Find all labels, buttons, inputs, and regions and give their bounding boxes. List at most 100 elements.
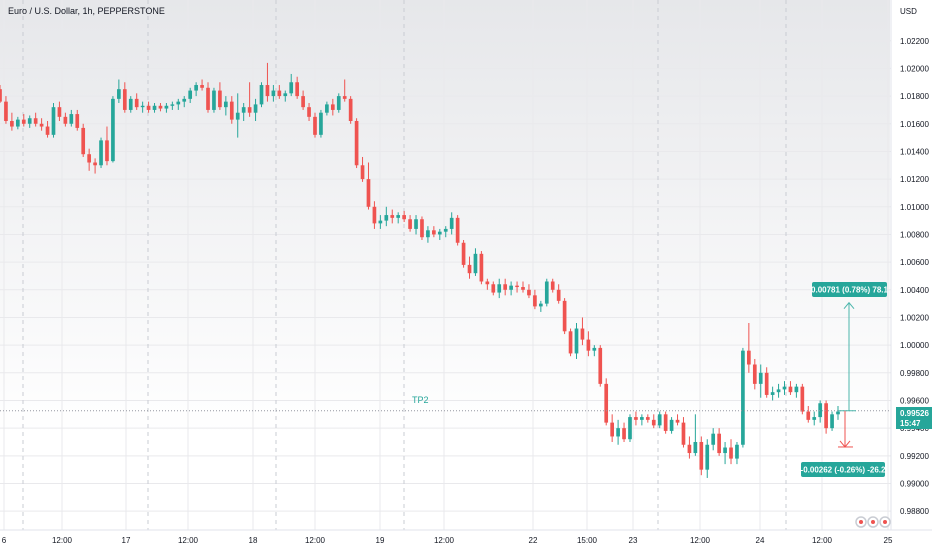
candle-body [105, 140, 109, 162]
candle-body [75, 114, 80, 128]
candle-body [360, 165, 365, 180]
current-price-countdown: 15:47 [900, 419, 921, 428]
candle-body [669, 419, 674, 431]
candle-body [241, 107, 246, 113]
currency-label: USD [900, 7, 917, 16]
candle-body [432, 230, 436, 235]
time-tick-label: 12:00 [812, 536, 833, 545]
candle-body [289, 82, 294, 94]
candle-body [735, 444, 739, 459]
candle-body [800, 386, 805, 412]
candle-body [592, 347, 597, 351]
candle-body [384, 215, 389, 221]
candle-body [533, 295, 537, 307]
candle-body [10, 121, 14, 127]
candle-body [15, 119, 20, 127]
candle-body [437, 231, 442, 235]
price-axis[interactable]: 1.02200 1.02000 1.01800 1.01600 1.01400 1.012… [900, 37, 929, 516]
candle-body [330, 104, 335, 110]
candle-body [158, 105, 163, 109]
candle-body [348, 98, 353, 121]
candle-body [247, 107, 252, 113]
time-tick-label: 12:00 [434, 536, 455, 545]
candle-body [69, 114, 74, 124]
candle-body [33, 118, 38, 124]
candle-body [0, 89, 2, 102]
candle-body [27, 118, 32, 124]
candle-body [729, 447, 733, 459]
candle-body [325, 104, 329, 113]
candle-body [111, 98, 115, 162]
candle-body [794, 386, 799, 393]
candle-body [307, 107, 311, 117]
target-badge-bg [812, 282, 887, 297]
time-tick-label: 15:00 [577, 536, 598, 545]
candle-body [497, 284, 502, 293]
candle-body [657, 414, 662, 426]
price-tick-label: 0.98800 [900, 507, 929, 516]
candle-body [634, 417, 638, 420]
candle-body [598, 347, 603, 384]
candle-body [313, 116, 317, 135]
candle-body [640, 417, 644, 420]
candle-body [752, 364, 757, 384]
candle-body [229, 101, 234, 120]
price-tick-label: 1.00800 [900, 230, 929, 239]
price-tick-label: 1.01200 [900, 175, 929, 184]
current-price-tag: 0.99526 15:47 [896, 407, 932, 429]
candle-body [527, 289, 531, 296]
plot-background [0, 0, 890, 530]
time-tick-label: 19 [376, 536, 385, 545]
candle-body [586, 339, 591, 351]
price-tick-label: 1.01800 [900, 92, 929, 101]
candle-body [485, 281, 490, 285]
tp2-label: TP2 [412, 395, 429, 405]
candle-body [271, 90, 276, 97]
candle-body [562, 300, 567, 332]
price-tick-label: 1.02200 [900, 37, 929, 46]
candle-body [455, 217, 460, 243]
candle-body [705, 444, 710, 470]
candle-body [788, 386, 793, 393]
candle-body [830, 414, 834, 429]
candle-body [295, 82, 300, 97]
price-tick-label: 0.99000 [900, 479, 929, 488]
candle-body [188, 90, 193, 99]
price-tick-label: 1.01400 [900, 147, 929, 156]
candle-body [265, 85, 270, 97]
time-axis[interactable]: 6 12:00 17 12:00 18 12:00 19 12:00 22 15:00 23 12:0… [2, 536, 893, 545]
candle-body [51, 107, 56, 135]
candle-body [836, 411, 840, 415]
target-badge-text: 0.00781 (0.78%) 78.1 [811, 286, 888, 295]
candle-body [206, 87, 210, 110]
current-price-value: 0.99526 [900, 409, 929, 418]
price-tick-label: 1.00000 [900, 341, 929, 350]
candle-body [372, 206, 377, 224]
candle-body [574, 328, 579, 354]
candle-body [164, 105, 169, 109]
candle-body [503, 284, 508, 290]
candle-body [146, 105, 151, 110]
candle-body [390, 215, 395, 218]
candle-body [170, 104, 175, 106]
candle-body [235, 112, 240, 120]
candle-body [681, 422, 686, 445]
candle-body [128, 98, 133, 110]
candle-body [568, 331, 573, 354]
stop-badge-text: -0.00262 (-0.26%) -26.2 [801, 466, 886, 475]
candle-body [354, 121, 359, 166]
price-tick-label: 1.01600 [900, 120, 929, 129]
candle-body [224, 101, 228, 108]
price-tick-label: 1.02000 [900, 64, 929, 73]
price-tick-label: 1.00200 [900, 313, 929, 322]
candle-body [45, 126, 50, 135]
candle-body [758, 372, 763, 384]
candle-body [509, 285, 513, 290]
candle-body [194, 85, 198, 91]
candle-body [693, 441, 698, 454]
candle-body [604, 383, 609, 423]
candle-body [717, 433, 721, 454]
time-tick-label: 24 [756, 536, 765, 545]
